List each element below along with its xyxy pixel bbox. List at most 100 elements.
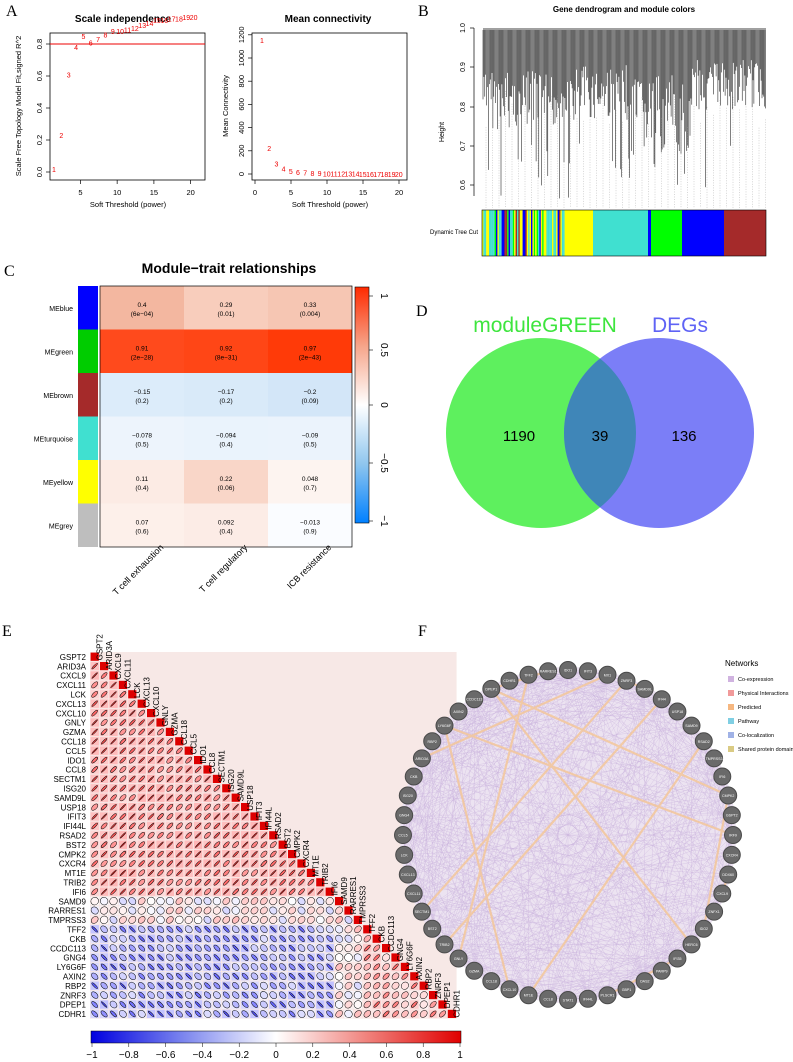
- correlation-ellipse: [278, 906, 287, 915]
- module-stripe: [491, 210, 494, 256]
- correlation-value: 0.4: [137, 302, 146, 309]
- power-label: 2: [59, 133, 63, 140]
- correlation-ellipse: [297, 897, 306, 905]
- correlation-ellipse: [250, 944, 259, 952]
- correlation-ellipse: [306, 897, 315, 906]
- module-stripe: [497, 210, 499, 256]
- legend-label: Shared protein domains: [738, 747, 793, 753]
- correlation-ellipse: [166, 869, 174, 877]
- correlation-ellipse: [204, 860, 211, 867]
- power-label: 19: [182, 15, 190, 22]
- gene-node: [713, 767, 732, 786]
- correlation-ellipse: [119, 926, 127, 933]
- module-stripe: [561, 210, 564, 256]
- correlation-ellipse: [91, 888, 99, 896]
- module-trait-colorbar: 1 0.5 0 −0.5 −1: [354, 286, 389, 527]
- correlation-ellipse: [165, 897, 174, 906]
- correlation-ellipse: [194, 794, 202, 801]
- correlation-ellipse: [307, 906, 315, 915]
- correlation-ellipse: [175, 915, 184, 925]
- module-stripe: [517, 210, 519, 256]
- correlation-ellipse: [269, 963, 277, 971]
- correlation-ellipse: [194, 954, 202, 961]
- row-gene-label: ARID3A: [57, 662, 87, 671]
- module-trait-title: Module−trait relationships: [142, 260, 317, 276]
- correlation-ellipse: [222, 1000, 231, 1009]
- matrix-diagonal-cell: [259, 821, 268, 830]
- correlation-ellipse: [148, 794, 155, 801]
- correlation-ellipse: [260, 934, 268, 943]
- correlation-ellipse: [129, 869, 136, 876]
- correlation-ellipse: [119, 700, 127, 707]
- column-gene-label: BST2: [283, 828, 292, 849]
- correlation-ellipse: [157, 766, 164, 773]
- correlation-ellipse: [259, 991, 268, 1000]
- correlation-ellipse: [138, 982, 146, 990]
- correlation-ellipse: [91, 719, 98, 726]
- correlation-ellipse: [129, 700, 136, 707]
- correlation-ellipse: [175, 963, 183, 971]
- correlation-ellipse: [109, 944, 118, 952]
- correlation-ellipse: [101, 1001, 108, 1008]
- correlation-ellipse: [391, 972, 400, 981]
- colorbar-tick-label: 0.4: [343, 1050, 357, 1061]
- module-stripe: [564, 210, 567, 256]
- correlation-ellipse: [109, 925, 118, 934]
- gene-node: [395, 806, 414, 825]
- correlation-ellipse: [148, 757, 155, 764]
- module-stripe: [503, 210, 505, 256]
- correlation-ellipse: [119, 813, 127, 820]
- correlation-ellipse: [176, 926, 183, 933]
- gene-node: [705, 749, 724, 768]
- p-value: (0.9): [303, 528, 316, 535]
- correlation-ellipse: [185, 982, 193, 990]
- correlation-ellipse: [110, 813, 117, 820]
- correlation-ellipse: [166, 822, 174, 830]
- correlation-ellipse: [119, 1001, 127, 1008]
- gene-node-label: CXCL11: [407, 892, 420, 896]
- correlation-ellipse: [288, 916, 296, 924]
- correlation-ellipse: [128, 728, 136, 736]
- mean-connectivity-yticks: 0 200 400 600 800 1000 1200: [237, 26, 252, 176]
- module-label: MEturquoise: [34, 436, 73, 443]
- heatmap-frame: [99, 285, 353, 548]
- correlation-ellipse: [194, 935, 202, 942]
- scale-independence-xlabel: Soft Threshold (power): [90, 200, 167, 209]
- gene-node-label: ZNFX1: [708, 910, 719, 914]
- correlation-ellipse: [382, 991, 390, 999]
- x-tick-label: 15: [150, 188, 158, 197]
- correlation-ellipse: [392, 1001, 399, 1008]
- module-block: [566, 210, 593, 256]
- correlation-ellipse: [157, 954, 164, 961]
- gene-node-label: PLSCR1: [600, 994, 614, 998]
- power-label: 19: [388, 172, 396, 179]
- correlation-ellipse: [307, 879, 315, 886]
- matrix-diagonal-cell: [447, 1009, 456, 1018]
- correlation-ellipse: [354, 944, 362, 952]
- correlation-ellipse: [335, 991, 343, 999]
- correlation-ellipse: [157, 747, 164, 755]
- gene-node-label: DDX60: [722, 873, 734, 877]
- panel-letter-b: B: [418, 3, 429, 20]
- correlation-ellipse: [213, 860, 221, 867]
- correlation-ellipse: [137, 916, 146, 924]
- correlation-ellipse: [185, 954, 192, 961]
- gene-node-label: HERC6: [685, 943, 697, 947]
- correlation-ellipse: [119, 841, 126, 848]
- matrix-diagonal-cell: [297, 859, 306, 868]
- correlation-ellipse: [203, 1000, 212, 1009]
- correlation-ellipse: [91, 803, 99, 811]
- module-block: [682, 210, 724, 256]
- correlation-ellipse: [157, 982, 164, 989]
- correlation-ellipse: [232, 860, 239, 867]
- power-label: 5: [81, 34, 85, 41]
- heatmap-cell: [100, 416, 184, 460]
- gene-node-label: AXIN2: [453, 710, 463, 714]
- correlation-ellipse: [241, 991, 249, 999]
- heatmap-cell: [184, 460, 268, 504]
- correlation-ellipse: [110, 747, 117, 754]
- power-label: 6: [296, 170, 300, 177]
- correlation-ellipse: [128, 794, 136, 802]
- module-stripe: [505, 210, 508, 256]
- row-gene-label: LY6G6F: [57, 963, 86, 972]
